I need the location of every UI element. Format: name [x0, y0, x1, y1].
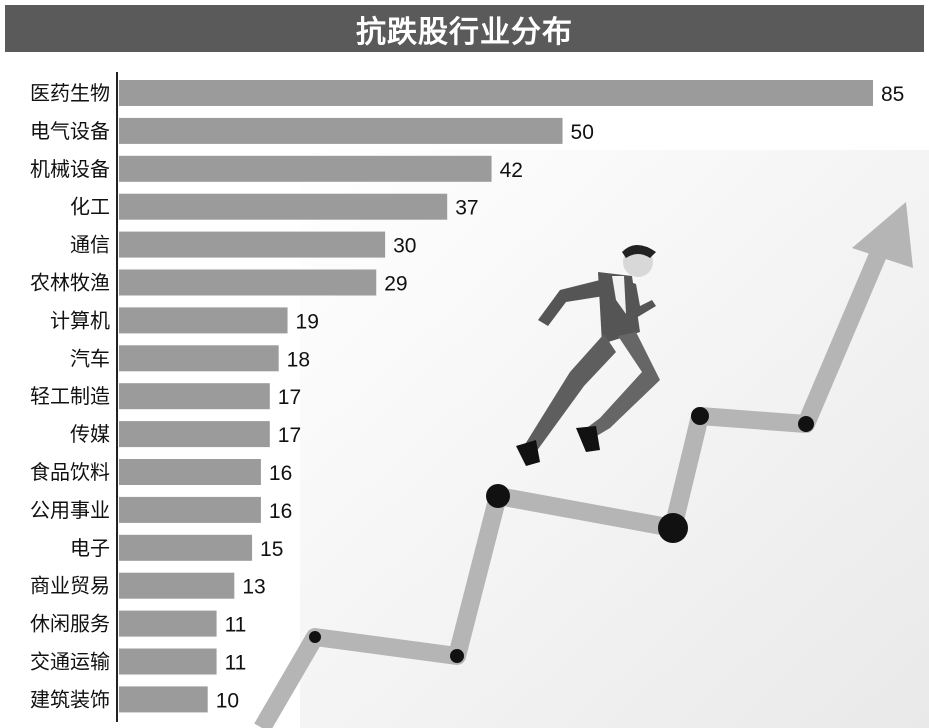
- category-label: 电气设备: [30, 119, 110, 143]
- bars-group: 医药生物 85 电气设备 50 机械设备 42 化工 37 通信 30 农林牧渔 29 计算机 19 汽车 1…: [30, 80, 904, 713]
- bar: [119, 421, 270, 448]
- running-businessman-illustration: [516, 245, 660, 466]
- value-label: 16: [269, 462, 292, 485]
- man-leg-back: [524, 334, 616, 452]
- value-label: 85: [881, 83, 904, 106]
- chart-title: 抗跌股行业分布: [5, 5, 924, 52]
- bar: [119, 117, 563, 144]
- value-label: 37: [455, 197, 478, 220]
- category-label: 农林牧渔: [30, 271, 110, 295]
- value-label: 11: [225, 652, 247, 675]
- category-label: 交通运输: [30, 650, 110, 674]
- step-dot: [309, 631, 321, 643]
- step-dot: [691, 407, 709, 425]
- category-label: 医药生物: [30, 81, 110, 105]
- category-label: 汽车: [70, 346, 110, 370]
- bar: [119, 496, 261, 523]
- value-label: 30: [393, 235, 416, 258]
- man-hair: [622, 245, 656, 258]
- growth-arrow-illustration: [254, 202, 913, 728]
- bar: [119, 648, 217, 675]
- step-dot: [450, 649, 464, 663]
- bar: [119, 231, 386, 258]
- category-label: 商业贸易: [30, 574, 110, 598]
- value-label: 11: [225, 614, 247, 637]
- bar: [119, 534, 253, 561]
- background-shade: [300, 150, 929, 728]
- man-leg-front: [584, 332, 660, 440]
- category-label: 化工: [70, 195, 110, 219]
- man-arm-front: [630, 282, 656, 318]
- bar: [119, 80, 873, 106]
- category-label: 休闲服务: [30, 612, 110, 636]
- man-shoe-back: [516, 440, 540, 466]
- value-label: 13: [242, 576, 265, 599]
- value-label: 16: [269, 500, 292, 523]
- step-dot: [486, 484, 510, 508]
- bar: [119, 345, 279, 372]
- category-label: 建筑装饰: [30, 687, 110, 711]
- bar: [119, 610, 217, 637]
- value-label: 17: [278, 386, 301, 409]
- category-label: 计算机: [50, 308, 110, 332]
- category-label: 食品饮料: [30, 460, 110, 484]
- man-jacket: [598, 272, 640, 344]
- bar: [119, 686, 208, 713]
- bar: [119, 193, 448, 220]
- category-label: 机械设备: [30, 157, 110, 181]
- category-label: 电子: [70, 536, 110, 560]
- value-label: 15: [260, 538, 283, 561]
- value-label: 17: [278, 424, 301, 447]
- step-dot: [658, 513, 688, 543]
- bar: [119, 383, 270, 410]
- category-label: 公用事业: [30, 498, 110, 522]
- value-label: 50: [571, 121, 594, 144]
- step-dot: [798, 416, 814, 432]
- bar: [119, 307, 288, 334]
- value-label: 19: [296, 310, 319, 333]
- value-label: 42: [500, 159, 523, 182]
- bar: [119, 459, 261, 485]
- category-label: 通信: [70, 233, 110, 257]
- arrow-head: [852, 202, 913, 268]
- man-shirt: [612, 276, 626, 314]
- bar: [119, 269, 377, 296]
- value-label: 18: [287, 348, 310, 371]
- value-label: 10: [216, 689, 239, 712]
- bar: [119, 155, 492, 182]
- value-label: 29: [384, 273, 407, 296]
- staircase-arrow-line: [254, 246, 889, 728]
- category-label: 传媒: [70, 422, 110, 446]
- bar: [119, 572, 235, 599]
- man-arm-back: [538, 280, 604, 326]
- man-shoe-front: [576, 426, 600, 452]
- category-label: 轻工制造: [30, 384, 110, 408]
